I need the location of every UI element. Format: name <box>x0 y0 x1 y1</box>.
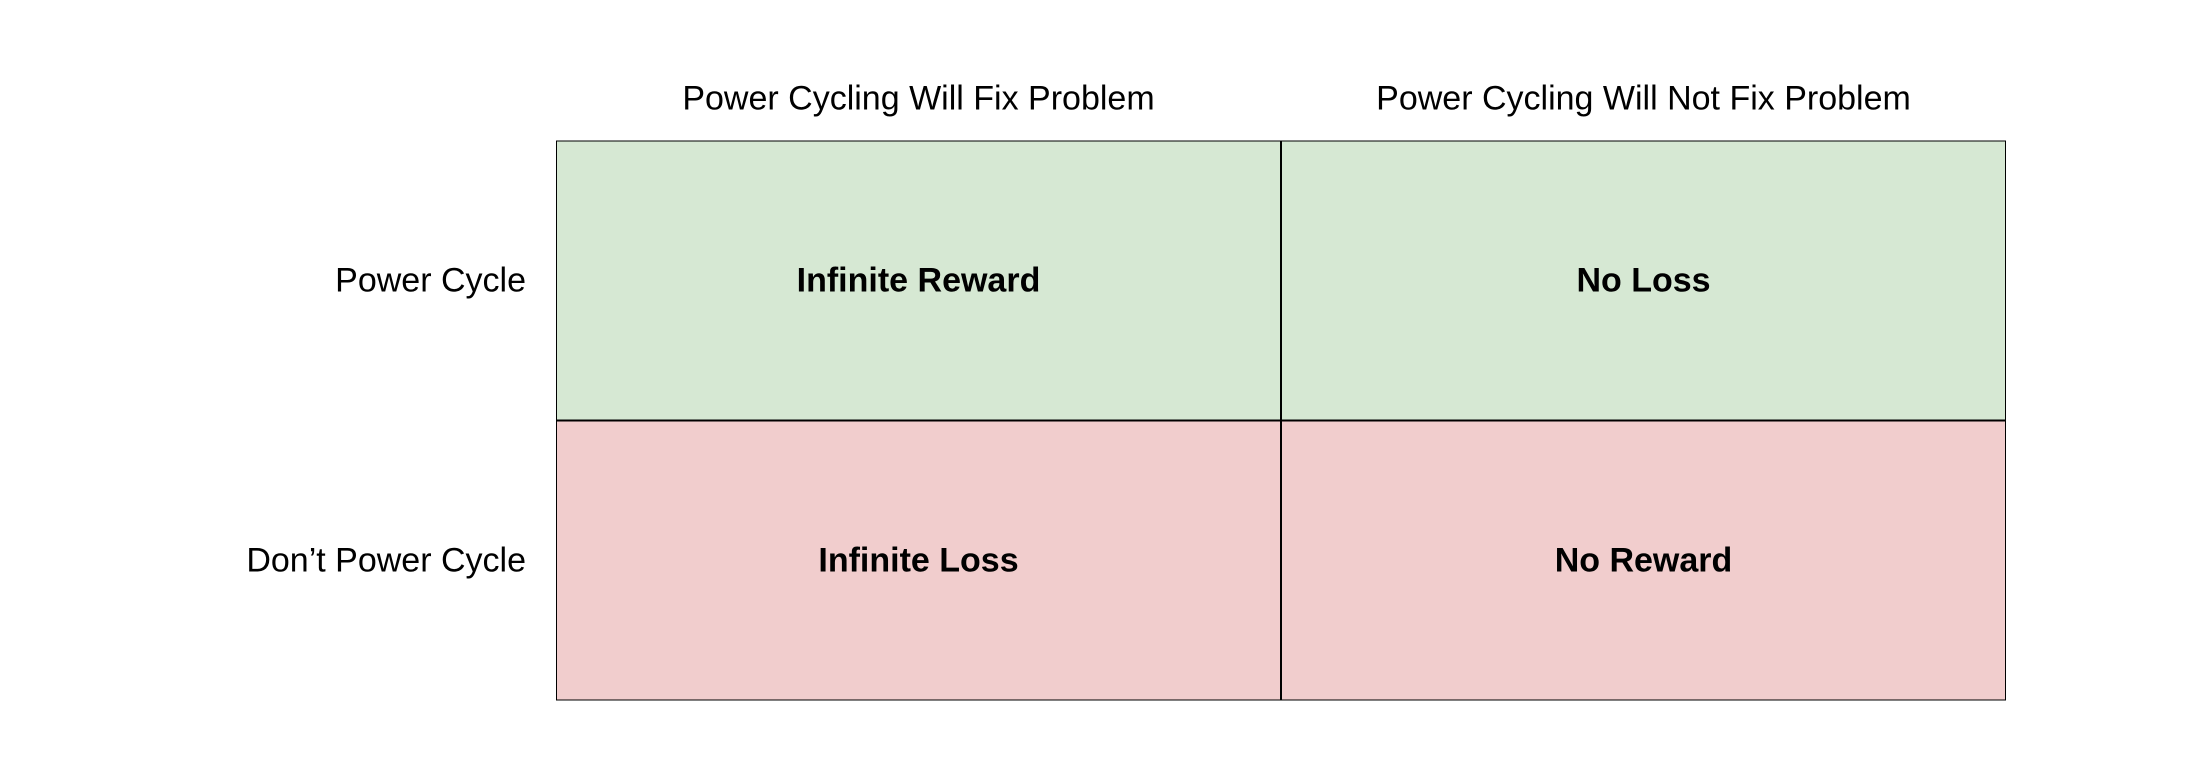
matrix-corner <box>206 62 556 141</box>
cell-power-cycle-fix: Infinite Reward <box>556 141 1281 421</box>
cell-dont-power-cycle-not-fix: No Reward <box>1281 421 2006 701</box>
cell-dont-power-cycle-fix: Infinite Loss <box>556 421 1281 701</box>
cell-power-cycle-not-fix: No Loss <box>1281 141 2006 421</box>
column-header-not-fix: Power Cycling Will Not Fix Problem <box>1281 62 2006 141</box>
decision-matrix: Power Cycling Will Fix Problem Power Cyc… <box>206 62 2006 701</box>
row-header-dont-power-cycle: Don’t Power Cycle <box>206 421 556 701</box>
column-header-fix: Power Cycling Will Fix Problem <box>556 62 1281 141</box>
row-header-power-cycle: Power Cycle <box>206 141 556 421</box>
